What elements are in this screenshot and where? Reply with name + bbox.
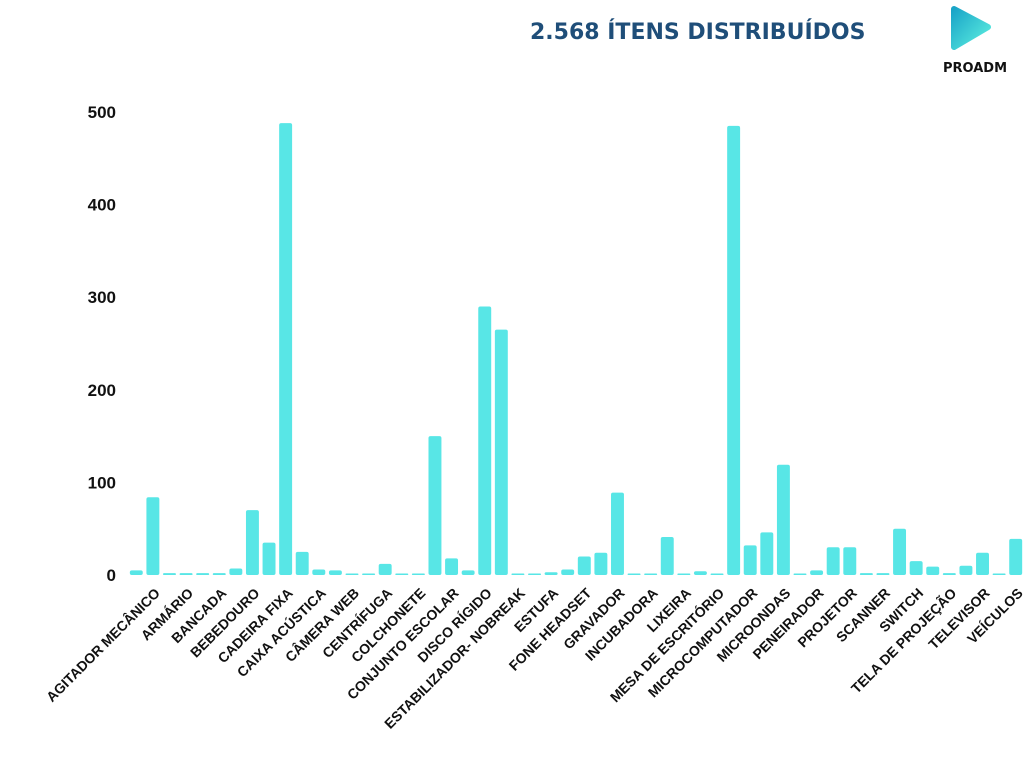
bar [1009,538,1023,575]
bar [926,566,940,575]
bar [909,561,923,575]
bar [262,542,276,575]
bar [163,573,176,575]
bar [859,573,873,575]
bar [245,510,259,575]
bar [328,570,342,575]
chart-title: 2.568 ÍTENS DISTRIBUÍDOS [530,20,866,45]
y-tick-label: 500 [88,103,116,122]
bar [196,573,210,575]
bar [660,537,674,575]
bar [627,573,641,575]
bar [494,329,508,575]
bar [179,573,193,575]
bar [760,532,774,575]
bar [445,558,459,575]
bar [561,569,575,575]
bar [644,573,658,575]
bar [511,573,525,575]
logo-text: PROADM [942,61,1008,76]
x-tick-label: AGITADOR MECÂNICO [42,584,163,705]
y-tick-label: 100 [88,473,116,492]
bar [212,573,226,575]
bar [279,123,293,576]
bars [129,123,1023,576]
y-tick-label: 400 [88,196,116,215]
bar [594,552,608,575]
bar [146,497,160,575]
bar [992,573,1006,575]
bar [611,492,624,575]
bar [876,573,890,575]
bar [461,570,475,575]
bar [312,569,326,575]
bar [843,547,857,575]
bar [378,563,392,575]
x-axis: AGITADOR MECÂNICOARMÁRIOBANCADABEBEDOURO… [42,584,1024,732]
y-tick-label: 200 [88,381,116,400]
bar [793,573,807,575]
bar [976,552,989,575]
bar [942,573,956,575]
bar [710,573,724,575]
bar [826,547,840,575]
bar [776,464,790,575]
bar [478,306,492,575]
bar [229,568,243,575]
bar [893,528,907,575]
bar [129,570,143,575]
bar [295,551,309,575]
bar [810,570,824,575]
bar [727,125,741,575]
bar [411,573,425,575]
bar [544,572,558,575]
y-tick-label: 0 [107,566,116,585]
bar [345,573,359,575]
bar [677,573,691,575]
bar [577,556,591,575]
bar [362,573,376,575]
bar [743,545,757,575]
play-arrow-icon [951,6,991,50]
bar [528,573,541,575]
bar [693,571,707,575]
logo: PROADM [930,3,1020,83]
bar [395,573,409,575]
bar [428,436,442,575]
y-axis: 0 100 200 300 400 500 [88,103,116,585]
y-tick-label: 300 [88,288,116,307]
bar [959,565,973,575]
